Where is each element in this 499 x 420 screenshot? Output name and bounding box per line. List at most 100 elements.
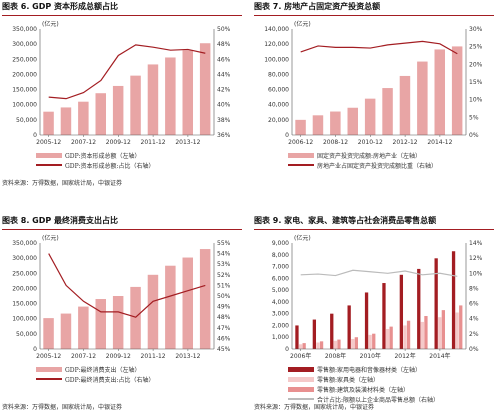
y-tick-label-left: 0 (285, 132, 289, 139)
y-tick-label-right: 10% (469, 97, 483, 104)
bar (372, 333, 376, 349)
y-tick-label-right: 5% (469, 114, 479, 121)
y-tick-label-right: 2% (469, 331, 479, 338)
y-tick-label-left: 1,000 (272, 334, 289, 341)
bar (60, 313, 72, 349)
y-tick-label-left: 20,000 (268, 117, 289, 124)
bar (312, 115, 324, 135)
y-tick-label-left: 150,000 (12, 87, 37, 94)
y-tick-label-left: 120,000 (264, 41, 289, 48)
bar (451, 46, 463, 135)
legend-label: GDP:最终消费支出:占比（右轴） (65, 376, 155, 384)
y-tick-label-left: 350,000 (12, 26, 37, 33)
x-tick-label: 2010年 (360, 352, 381, 360)
bar (95, 299, 106, 349)
y-tick-label-left: 100,000 (12, 316, 37, 323)
y-tick-label-right: 47% (217, 325, 231, 332)
legend-label: 零售额:家用电器和音像器材类（左轴） (317, 366, 422, 374)
x-tick-label: 2013-12 (175, 139, 200, 146)
bar (347, 305, 351, 349)
bar (417, 61, 428, 136)
unit-label: (亿元) (42, 20, 59, 28)
y-tick-label-right: 38% (217, 117, 231, 124)
chart-panel-final-consumption: 图表 8. GDP 最终消费支出占比 (亿元) 0 50,000 100,000 150… (2, 214, 242, 411)
chart-area: (亿元) 0 1,000 2,000 3,000 4,000 5,000 6,000 7,000… (254, 231, 494, 363)
y-tick-label-right: 50% (217, 293, 231, 300)
x-tick-label: 2008年 (325, 352, 346, 360)
y-tick-label-left: 80,000 (268, 71, 289, 78)
legend-swatch (288, 386, 314, 392)
x-tick-label: 2013-12 (175, 353, 200, 360)
legend-swatch (288, 376, 314, 382)
bar (347, 107, 358, 135)
bar (147, 64, 159, 135)
y-tick-label-left: 100,000 (12, 102, 37, 109)
y-tick-label-right: 51% (217, 282, 231, 289)
legend-item: 合计占比:限额以上企业商品零售总额（右轴） (288, 394, 488, 404)
y-tick-label-right: 48% (217, 314, 231, 321)
unit-label: (亿元) (294, 20, 311, 28)
unit-label: (亿元) (294, 234, 311, 242)
x-tick-label: 2006-12 (288, 139, 313, 146)
y-tick-label-right: 54% (217, 251, 231, 258)
series-line (300, 269, 458, 277)
bar (420, 321, 424, 349)
legend-swatch (288, 366, 314, 372)
bar (78, 306, 89, 349)
y-tick-label-left: 6,000 (272, 275, 289, 282)
bar (43, 318, 54, 349)
legend-label: 房地产业占固定资产投资完成额比重（右轴） (317, 162, 438, 170)
y-tick-label-right: 20% (469, 61, 483, 68)
bar (382, 88, 393, 135)
legend-label: GDP:最终消费支出（左轴） (65, 366, 141, 374)
y-tick-label-left: 250,000 (12, 56, 37, 63)
chart-legend: GDP:最终消费支出（左轴） GDP:最终消费支出:占比（右轴） (36, 364, 236, 384)
y-tick-label-right: 8% (469, 285, 479, 292)
bar (451, 251, 456, 349)
bar (165, 57, 176, 135)
bar (112, 296, 124, 349)
bar (95, 93, 106, 135)
bar (147, 274, 159, 349)
chart-legend: 固定资产投资完成额:房地产业（左轴） 房地产业占固定资产投资完成额比重（右轴） (288, 150, 488, 170)
bar (354, 337, 358, 349)
bar (43, 111, 54, 135)
chart-area: (亿元) 0 50,000 100,000 150,000 200,000 250,000 3… (2, 231, 242, 363)
legend-swatch (288, 398, 314, 400)
y-tick-label-right: 44% (217, 71, 231, 78)
legend-swatch (36, 164, 62, 166)
x-tick-label: 2007-12 (71, 353, 96, 360)
y-tick-label-left: 4,000 (272, 299, 289, 306)
bar (182, 257, 193, 349)
x-tick-label: 2014年 (429, 352, 450, 360)
bar (434, 49, 445, 135)
source-note: 资料来源：万得数据，国家统计局，中银证券 (2, 404, 123, 411)
bar (78, 101, 89, 135)
series-line (48, 44, 206, 100)
y-tick-label-left: 0 (33, 132, 37, 139)
y-tick-label-right: 15% (469, 79, 483, 86)
y-tick-label-right: 0% (469, 346, 479, 353)
legend-item: 固定资产投资完成额:房地产业（左轴） (288, 150, 488, 160)
x-tick-label: 2010-12 (358, 139, 383, 146)
y-tick-label-left: 250,000 (12, 270, 37, 277)
y-tick-label-right: 14% (469, 240, 483, 247)
bar (385, 328, 390, 349)
x-tick-label: 2008-12 (323, 139, 348, 146)
legend-swatch (36, 366, 62, 372)
y-tick-label-left: 300,000 (12, 255, 37, 262)
bar (399, 75, 411, 135)
bar (298, 344, 303, 349)
bar (333, 340, 337, 349)
y-tick-label-right: 55% (217, 240, 231, 247)
legend-item: GDP:资本形成总额（左轴） (36, 150, 236, 160)
legend-item: 零售额:建筑及装潢材料类（左轴） (288, 384, 488, 394)
source-note: 资料来源：万得数据，国家统计局，中银证券 (2, 180, 123, 187)
y-tick-label-right: 45% (217, 346, 231, 353)
legend-item: 房地产业占固定资产投资完成额比重（右轴） (288, 160, 488, 170)
x-tick-label: 2011-12 (141, 139, 166, 146)
y-tick-label-left: 0 (33, 346, 37, 353)
x-tick-label: 2005-12 (36, 139, 61, 146)
y-tick-label-left: 150,000 (12, 301, 37, 308)
y-tick-label-right: 36% (217, 132, 231, 139)
